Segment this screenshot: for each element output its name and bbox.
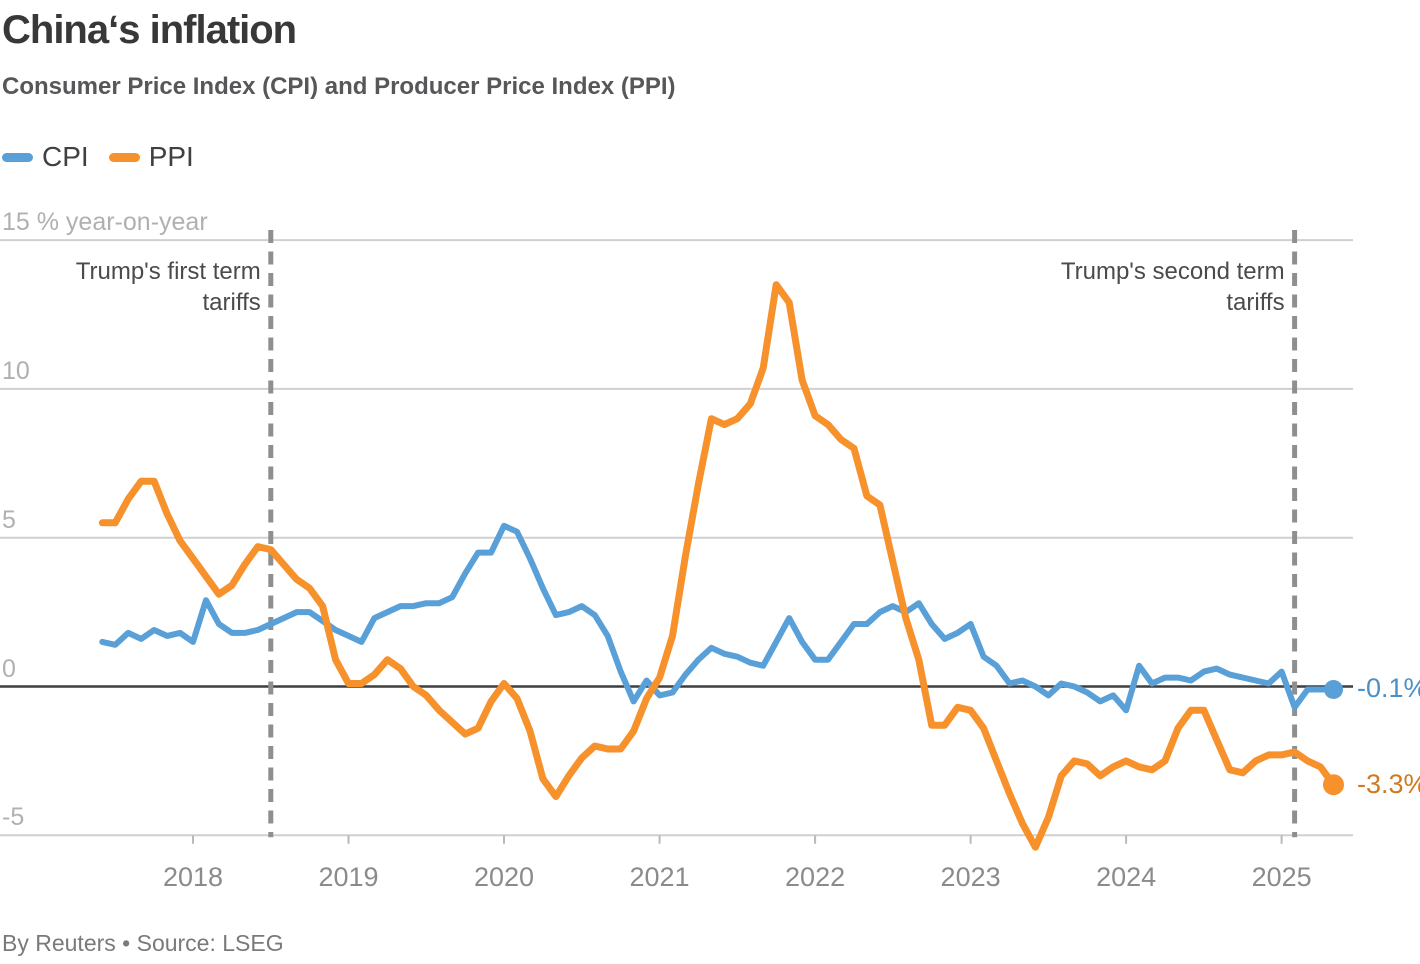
x-axis-tick-label-2023: 2023 (940, 862, 1001, 892)
source-credit: By Reuters • Source: LSEG (2, 930, 284, 956)
legend-label-ppi: PPI (148, 141, 194, 172)
ppi-endpoint-dot (1323, 774, 1344, 796)
x-axis-tick-label-2025: 2025 (1251, 862, 1312, 892)
y-axis-tick-label-15: 15 % year-on-year (2, 208, 208, 237)
legend-label-cpi: CPI (42, 141, 89, 172)
page-title: China‘s inflation (2, 8, 297, 52)
legend: CPI PPI (2, 142, 214, 172)
x-axis-tick-label-2020: 2020 (473, 862, 535, 892)
y-axis-tick-label-10: 10 (2, 356, 30, 385)
y-axis-tick-label-0: 0 (2, 654, 16, 683)
cpi-endpoint-dot (1324, 680, 1343, 699)
x-axis-tick-label-2024: 2024 (1096, 862, 1157, 892)
legend-item-cpi: CPI (2, 142, 89, 172)
x-axis-tick-label-2019: 2019 (318, 862, 379, 892)
chart-subtitle: Consumer Price Index (CPI) and Producer … (2, 73, 676, 100)
ppi-line (98, 281, 1337, 851)
annotation-second-term-tariffs: Trump's second term tariffs (1060, 258, 1285, 316)
legend-item-ppi: PPI (108, 141, 194, 172)
y-axis-tick-label--5: -5 (2, 803, 25, 832)
x-axis-tick-label-2018: 2018 (162, 862, 224, 892)
cpi-line-swatch-icon (2, 152, 33, 162)
x-axis-tick-label-2022: 2022 (785, 862, 846, 892)
cpi-line (99, 522, 1337, 714)
annotation-first-term-tariffs: Trump's first term tariffs (75, 258, 261, 316)
cpi-endpoint-value-label: -0.1% (1357, 673, 1420, 704)
y-axis-tick-label-5: 5 (2, 505, 16, 534)
ppi-line-swatch-icon (108, 152, 140, 162)
x-axis-tick-label-2021: 2021 (629, 862, 690, 892)
ppi-endpoint-value-label: -3.3% (1357, 768, 1420, 799)
